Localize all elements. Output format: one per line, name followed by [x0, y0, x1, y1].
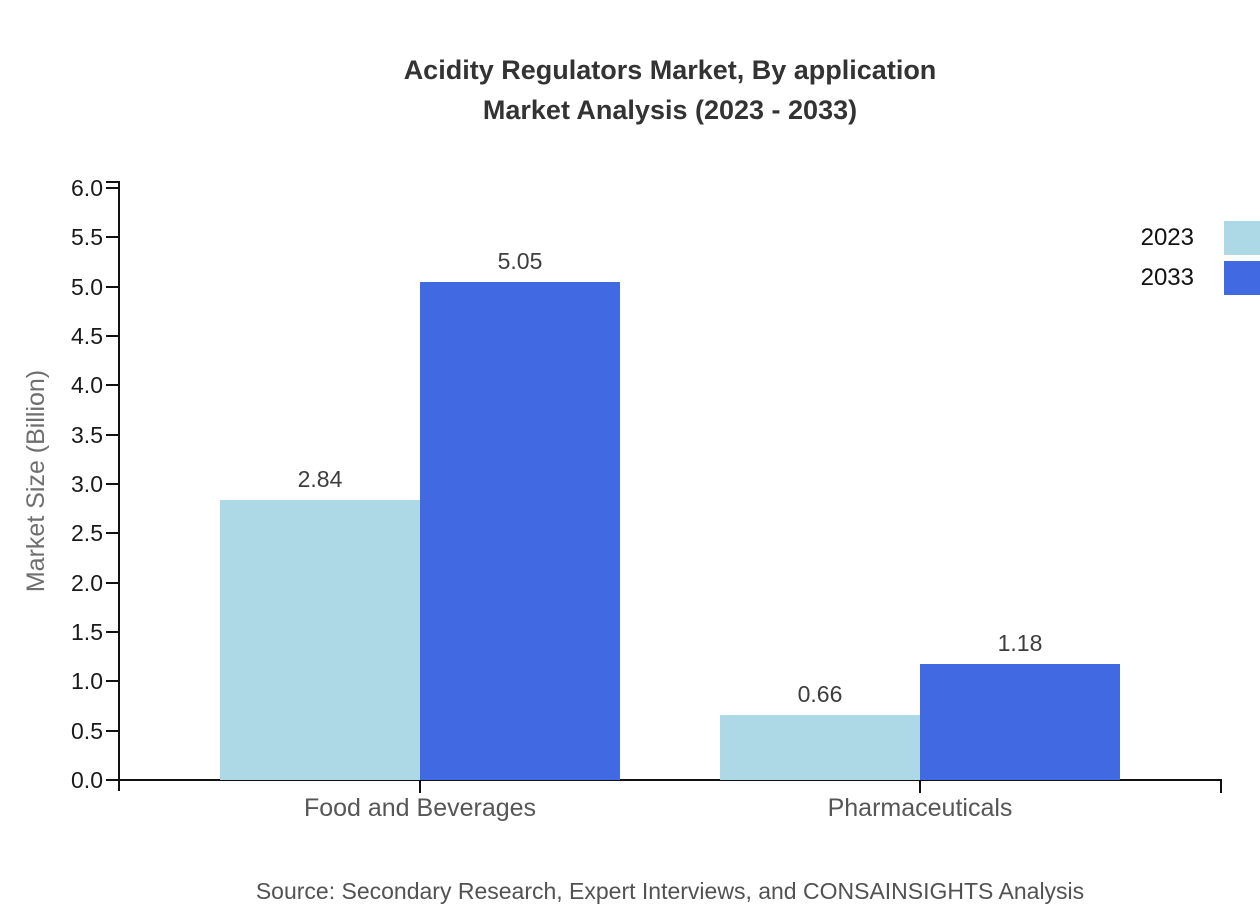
- y-tick-label: 5.5: [71, 224, 103, 251]
- y-tick-label: 1.0: [71, 668, 103, 695]
- y-tick-label: 4.0: [71, 372, 103, 399]
- legend-swatch: [1224, 221, 1260, 255]
- y-tick-label: 2.5: [71, 520, 103, 547]
- y-axis-line: [118, 181, 120, 791]
- y-tick-label: 6.0: [71, 175, 103, 201]
- y-tick: [106, 779, 118, 781]
- y-tick-label: 3.0: [71, 471, 103, 497]
- y-tick: [106, 532, 118, 535]
- y-tick: [106, 285, 118, 288]
- x-tick: [919, 781, 921, 793]
- y-tick: [106, 729, 118, 732]
- bar-value-label: 1.18: [997, 629, 1043, 656]
- bar-value-label: 2.84: [297, 465, 343, 492]
- legend-swatch: [1224, 261, 1260, 295]
- y-tick: [106, 631, 118, 633]
- chart-title-line1: Acidity Regulators Market, By applicatio…: [403, 55, 937, 85]
- x-category-label: Pharmaceuticals: [827, 794, 1013, 822]
- x-category-label: Food and Beverages: [303, 794, 537, 822]
- bar-value-label: 5.05: [497, 247, 543, 274]
- bar: [720, 714, 920, 780]
- y-tick-label: 4.5: [71, 323, 103, 349]
- x-axis-end-tick: [1220, 781, 1222, 793]
- chart-title-line2: Market Analysis (2023 - 2033): [482, 95, 858, 125]
- y-tick-label: 0.0: [71, 767, 103, 793]
- legend-row: 2023: [1141, 218, 1260, 258]
- y-axis-end-tick: [106, 181, 118, 183]
- y-tick: [106, 187, 118, 189]
- legend: 2023 2033: [1141, 218, 1260, 298]
- source-note: Source: Secondary Research, Expert Inter…: [255, 878, 1085, 904]
- y-tick-label: 5.0: [71, 273, 103, 300]
- y-tick-label: 0.5: [71, 717, 103, 744]
- legend-label: 2033: [1140, 264, 1194, 291]
- y-tick: [106, 581, 118, 584]
- x-tick: [419, 781, 421, 793]
- y-tick-label: 1.5: [71, 619, 103, 645]
- bar: [920, 663, 1120, 780]
- y-tick: [106, 335, 118, 337]
- y-tick: [106, 433, 118, 436]
- legend-row: 2033: [1141, 258, 1260, 298]
- bar: [420, 281, 620, 780]
- y-tick: [106, 384, 118, 387]
- y-tick-label: 2.0: [71, 569, 103, 596]
- y-tick: [106, 680, 118, 683]
- bar: [220, 499, 420, 780]
- y-tick: [106, 236, 118, 239]
- chart-title: Acidity Regulators Market, By applicatio…: [120, 50, 1220, 130]
- legend-label: 2023: [1140, 224, 1194, 251]
- bar-value-label: 0.66: [797, 680, 843, 707]
- y-tick: [106, 483, 118, 485]
- y-tick-label: 3.5: [71, 421, 103, 448]
- x-axis-line: [118, 779, 1222, 781]
